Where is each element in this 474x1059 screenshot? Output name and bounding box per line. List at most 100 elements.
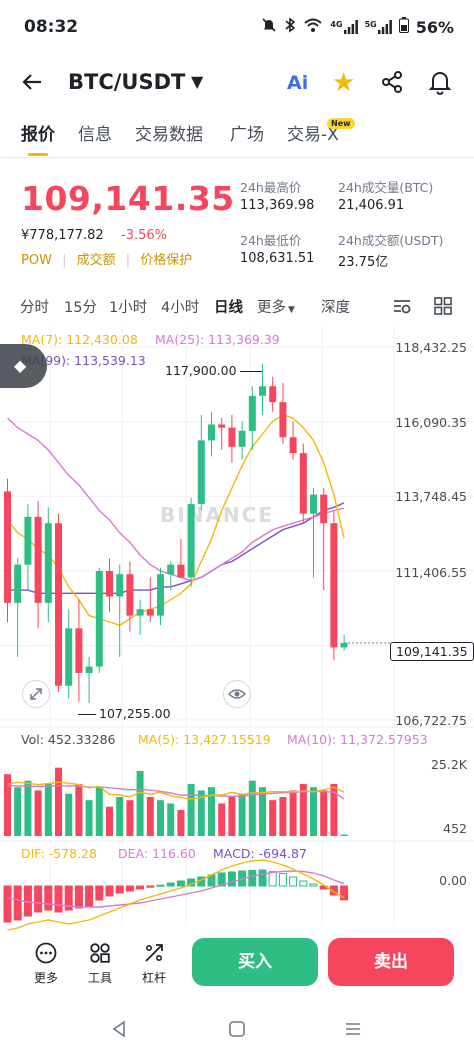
current-price-tag: 109,141.35: [390, 642, 474, 661]
volume-bar: [85, 800, 93, 836]
back-button[interactable]: [20, 70, 44, 100]
macd-histogram-bar: [166, 882, 175, 887]
candle-body: [44, 523, 52, 603]
volume-bar: [106, 806, 113, 836]
volume-axis-label: 25.2K: [430, 757, 467, 772]
macd-histogram-bar: [227, 871, 236, 887]
macd-histogram-bar: [74, 885, 83, 909]
volume-bar: [340, 834, 348, 836]
candle-body: [136, 609, 144, 616]
sell-button[interactable]: 卖出: [328, 938, 454, 986]
macd-histogram-bar: [329, 885, 338, 896]
volume-bar: [187, 783, 195, 836]
macd-dif-label: DIF: -578.28: [21, 846, 97, 861]
interval-1h[interactable]: 1小时: [109, 300, 148, 316]
tab-quote[interactable]: 报价: [21, 125, 55, 145]
volume-bar: [269, 800, 277, 836]
volume-bar: [75, 783, 83, 836]
macd-axis-label: 0.00: [439, 873, 467, 888]
ma7-line: [6, 414, 345, 626]
kline-chart[interactable]: BINANCE MA(7): 112,430.08 MA(25): 113,36…: [0, 326, 474, 936]
tag-row: POW | 成交额 | 价格保护: [21, 253, 193, 268]
tag-turnover[interactable]: 成交额: [76, 253, 116, 268]
macd-histogram-bar: [95, 885, 104, 901]
volume-bar: [279, 796, 287, 836]
low-value: 108,631.51: [240, 251, 315, 266]
tools-label: 工具: [87, 971, 112, 985]
interval-1d[interactable]: 日线: [214, 300, 243, 316]
candle-body: [238, 430, 246, 447]
volume-bar: [24, 780, 32, 836]
ma99-label: MA(99): 113,539.13: [21, 353, 146, 368]
leverage-button[interactable]: 杠杆: [134, 942, 174, 986]
nav-home-icon[interactable]: [228, 1020, 246, 1042]
layout-grid-icon[interactable]: [433, 296, 453, 320]
interval-4h[interactable]: 4小时: [161, 300, 200, 316]
tab-info[interactable]: 信息: [78, 125, 112, 145]
candle-body: [330, 523, 338, 648]
indicator-settings-icon[interactable]: [392, 296, 412, 320]
candle-body: [14, 564, 22, 603]
caret-down-icon[interactable]: ▼: [191, 72, 204, 91]
high-label: 24h最高价: [240, 180, 302, 195]
pair-title[interactable]: BTC/USDT: [68, 70, 186, 94]
volume-bar: [208, 787, 215, 836]
ma99-line: [7, 502, 345, 594]
candle-body: [208, 424, 215, 441]
volume-bar: [320, 790, 328, 836]
bell-icon[interactable]: [428, 69, 452, 99]
tab-trading-data[interactable]: 交易数据: [135, 125, 203, 145]
candle-body: [269, 386, 277, 403]
volume-bar: [299, 783, 307, 836]
share-icon[interactable]: [380, 70, 404, 98]
volume-bar: [218, 803, 226, 836]
eye-icon: [227, 689, 247, 699]
buy-button[interactable]: 买入: [192, 938, 318, 986]
high-value: 113,369.98: [240, 198, 315, 213]
visibility-toggle[interactable]: [223, 680, 251, 708]
macd-histogram-bar: [340, 885, 349, 901]
ai-button[interactable]: Ai: [287, 72, 309, 94]
vol-usdt-label: 24h成交额(USDT): [338, 233, 444, 248]
interval-15m[interactable]: 15分: [64, 300, 97, 316]
status-time: 08:32: [24, 17, 79, 37]
more-label: 更多: [33, 971, 58, 985]
interval-more[interactable]: 更多 ▼: [257, 300, 295, 316]
macd-histogram-bar: [289, 876, 298, 887]
macd-histogram-bar: [3, 885, 12, 923]
macd-histogram-bar: [278, 873, 287, 887]
tag-pow[interactable]: POW: [21, 253, 52, 268]
signal-4g-icon: 4G: [330, 20, 358, 34]
macd-histogram-bar: [217, 872, 226, 887]
more-button[interactable]: 更多: [26, 942, 66, 986]
price-axis-label: 113,748.45: [395, 489, 467, 504]
volume-axis-label: 452: [443, 821, 467, 836]
volume-bar: [55, 767, 62, 836]
candle-body: [126, 574, 134, 616]
fullscreen-button[interactable]: [22, 680, 50, 708]
nav-recents-icon[interactable]: [344, 1020, 362, 1042]
vol-label: Vol: 452.33286: [21, 732, 116, 747]
volume-bar: [177, 809, 185, 836]
favorite-star-icon[interactable]: ★: [332, 68, 356, 98]
tools-button[interactable]: 工具: [80, 942, 120, 986]
tab-square[interactable]: 广场: [230, 125, 264, 145]
macd-value-label: MACD: -694.87: [213, 846, 307, 861]
macd-histogram-bar: [105, 885, 114, 897]
candle-body: [65, 628, 73, 686]
low-label: 24h最低价: [240, 233, 302, 248]
active-tab-indicator: [28, 153, 48, 156]
nav-back-icon[interactable]: [110, 1020, 128, 1042]
candle-body: [228, 427, 236, 447]
tag-price-protection[interactable]: 价格保护: [140, 253, 193, 268]
macd-histogram-bar: [258, 869, 267, 887]
macd-histogram-bar: [136, 885, 145, 890]
volume-bar: [238, 793, 246, 836]
tab-trade-x[interactable]: 交易-X: [287, 125, 339, 145]
vol-ma5-line: [7, 781, 345, 800]
interval-timeshare[interactable]: 分时: [20, 300, 49, 316]
interval-depth[interactable]: 深度: [321, 300, 350, 316]
floating-widget[interactable]: ◆: [0, 344, 47, 388]
status-icons: 4G 5G 56%: [261, 17, 454, 37]
vol-ma5-label: MA(5): 13,427.15519: [138, 732, 271, 747]
